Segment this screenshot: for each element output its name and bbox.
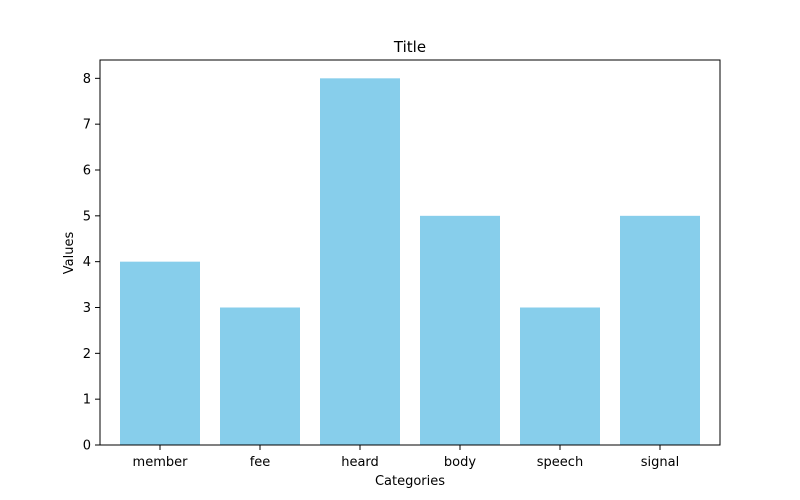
x-tick-label-signal: signal <box>641 455 679 470</box>
y-axis-label: Values <box>62 232 77 275</box>
x-axis-ticks: member fee heard body speech signal <box>133 445 679 470</box>
x-tick-label-heard: heard <box>341 455 379 470</box>
bars-group <box>120 78 700 445</box>
y-tick-label: 0 <box>83 439 91 454</box>
bar-member <box>120 261 200 445</box>
y-tick-label: 4 <box>83 255 91 270</box>
x-tick-label-member: member <box>133 455 189 470</box>
bar-signal <box>620 215 700 445</box>
bar-speech <box>520 307 600 445</box>
y-tick-label: 8 <box>83 72 91 87</box>
bar-heard <box>320 78 400 445</box>
y-tick-label: 1 <box>83 393 91 408</box>
y-tick-label: 7 <box>83 118 91 133</box>
y-tick-label: 3 <box>83 301 91 316</box>
bar-body <box>420 215 500 445</box>
chart-title: Title <box>393 38 426 56</box>
y-axis-ticks: 0 1 2 3 4 5 6 7 8 <box>83 72 100 454</box>
bar-fee <box>220 307 300 445</box>
y-tick-label: 5 <box>83 209 91 224</box>
x-tick-label-speech: speech <box>537 455 583 470</box>
y-tick-label: 2 <box>83 347 91 362</box>
x-tick-label-body: body <box>444 455 476 470</box>
x-tick-label-fee: fee <box>250 455 271 470</box>
y-tick-label: 6 <box>83 164 91 179</box>
x-axis-label: Categories <box>375 474 445 489</box>
plot-frame <box>99 59 721 446</box>
